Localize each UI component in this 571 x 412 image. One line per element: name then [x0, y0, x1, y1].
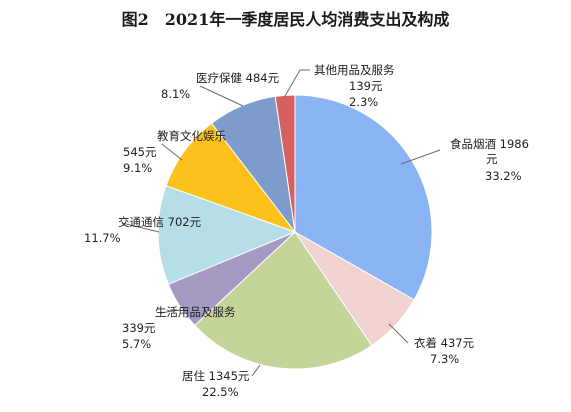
data-label: 22.5% — [202, 385, 239, 399]
leader-line — [161, 143, 183, 161]
data-label: 交通通信 702元 — [118, 215, 202, 229]
data-label: 生活用品及服务 — [155, 305, 236, 319]
pie-slices — [157, 94, 433, 370]
data-label: 9.1% — [123, 161, 152, 175]
pie-slice — [194, 231, 373, 370]
leader-line — [284, 69, 310, 97]
leader-line — [199, 85, 244, 107]
data-label: 其他用品及服务 — [314, 63, 395, 77]
data-label: 33.2% — [485, 169, 522, 183]
chart-title: 图2 2021年一季度居民人均消费支出及构成 — [121, 10, 450, 29]
data-label: 2.3% — [349, 95, 378, 109]
data-label: 7.3% — [430, 352, 459, 366]
leader-line — [159, 309, 181, 314]
data-label: 8.1% — [161, 87, 190, 101]
data-label: 139元 — [349, 79, 383, 93]
data-label: 5.7% — [122, 337, 151, 351]
pie-slice — [165, 122, 297, 234]
data-label: 教育文化娱乐 — [157, 129, 226, 143]
pie-slice — [294, 94, 433, 301]
data-label: 居住 1345元 — [182, 369, 250, 383]
data-label: 545元 — [123, 145, 157, 159]
data-label: 339元 — [122, 321, 156, 335]
leader-line — [400, 149, 441, 165]
leader-line — [121, 222, 160, 233]
data-label: 衣着 437元 — [414, 336, 475, 350]
data-label: 元 — [486, 152, 498, 166]
leader-line — [388, 323, 409, 344]
data-label: 11.7% — [84, 231, 121, 245]
leader-lines — [121, 69, 441, 377]
pie-slice — [157, 185, 297, 285]
data-label: 食品烟酒 1986 — [450, 137, 529, 151]
leader-line — [251, 364, 261, 377]
data-label: 医疗保健 484元 — [196, 71, 280, 85]
